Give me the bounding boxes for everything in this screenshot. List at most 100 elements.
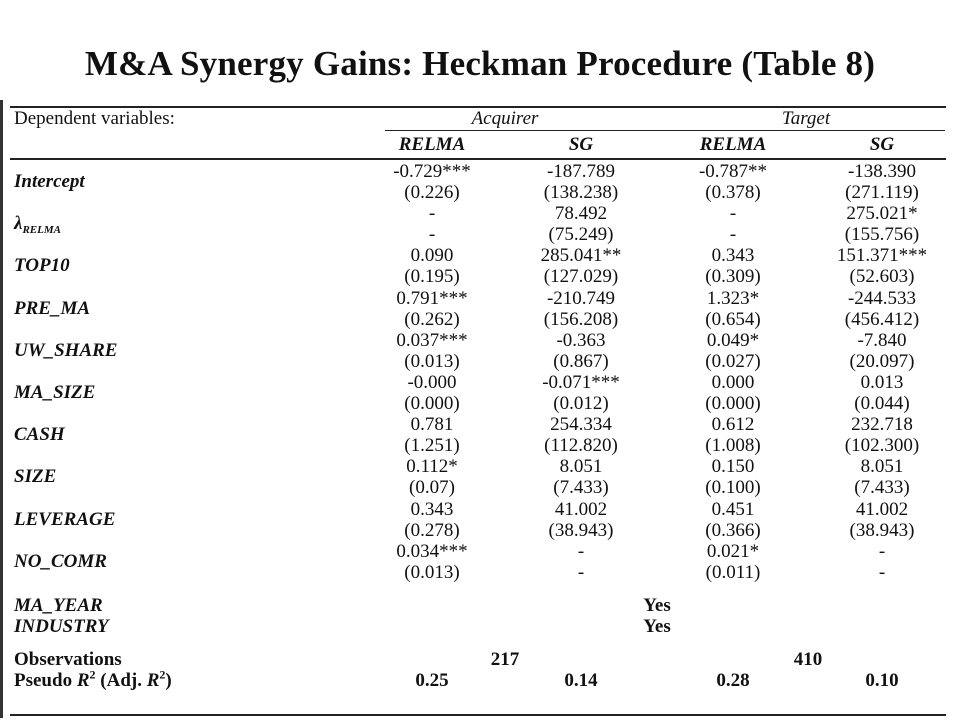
group-acquirer: Acquirer <box>471 108 539 129</box>
group-rule <box>385 130 945 131</box>
pseudo-r2-value: 0.14 <box>564 670 598 691</box>
row-label: SIZE <box>14 466 57 488</box>
label-part: R <box>146 670 160 691</box>
label-part: ) <box>165 670 172 691</box>
coefficient-cell: 0.037*** <box>396 329 468 351</box>
std-error-cell: (0.013) <box>404 350 460 372</box>
std-error-cell: (0.366) <box>705 519 761 541</box>
coefficient-cell: 0.013 <box>860 372 904 393</box>
std-error-cell: (0.195) <box>404 266 460 288</box>
control-label: MA_YEAR <box>14 595 103 616</box>
std-error-cell: (155.756) <box>844 224 920 246</box>
std-error-cell: (0.654) <box>705 308 761 330</box>
group-target: Target <box>781 108 831 129</box>
coefficient-cell: -7.840 <box>857 329 907 351</box>
std-error-cell: (0.027) <box>705 350 761 372</box>
left-border <box>0 100 3 718</box>
std-error-cell: (127.029) <box>543 266 619 288</box>
coefficient-cell: 0.451 <box>711 498 755 520</box>
coefficient-cell: 41.002 <box>554 498 608 520</box>
coefficient-cell: 8.051 <box>860 456 904 478</box>
col-tgt-sg: SG <box>869 134 895 155</box>
coefficient-cell: 254.334 <box>550 414 612 436</box>
std-error-cell: (112.820) <box>544 435 618 457</box>
std-error-cell: - <box>878 561 886 583</box>
coefficient-cell: 0.049* <box>706 329 760 351</box>
std-error-cell: (0.278) <box>404 519 460 541</box>
control-label: INDUSTRY <box>14 616 109 637</box>
std-error-cell: (75.249) <box>548 224 614 246</box>
coefficient-cell: -0.787** <box>698 161 768 182</box>
label-part: Pseudo <box>14 670 77 691</box>
coefficient-cell: -0.363 <box>556 329 606 351</box>
coefficient-cell: 0.090 <box>410 245 454 267</box>
row-label: NO_COMR <box>14 550 107 572</box>
pseudo-r2-value: 0.25 <box>415 670 449 691</box>
coefficient-cell: 0.791*** <box>396 287 468 309</box>
std-error-cell: (0.309) <box>705 266 761 288</box>
row-label: PRE_MA <box>14 297 91 319</box>
std-error-cell: - <box>428 224 436 246</box>
row-label: LEVERAGE <box>14 508 116 530</box>
row-label: UW_SHARE <box>14 339 118 361</box>
observations-acquirer: 217 <box>490 649 520 670</box>
coefficient-cell: 151.371*** <box>836 245 928 267</box>
coefficient-cell: -0.729*** <box>393 161 471 182</box>
std-error-cell: (1.251) <box>404 435 460 457</box>
coefficient-cell: 8.051 <box>559 456 603 478</box>
std-error-cell: (0.867) <box>553 350 609 372</box>
std-error-cell: (0.044) <box>854 393 910 414</box>
coefficient-cell: 1.323* <box>706 287 760 309</box>
control-value: Yes <box>643 595 671 616</box>
coefficient-cell: - <box>729 203 737 225</box>
std-error-cell: - <box>729 224 737 246</box>
coefficient-cell: -0.000 <box>407 372 457 393</box>
coefficient-cell: 285.041** <box>540 245 622 267</box>
coefficient-cell: 0.343 <box>410 498 454 520</box>
coefficient-cell: 0.112* <box>406 456 458 478</box>
row-label-subscript: RELMA <box>22 224 61 237</box>
std-error-cell: (0.100) <box>705 477 761 499</box>
std-error-cell: (0.000) <box>404 393 460 414</box>
coefficient-cell: 0.021* <box>706 540 760 562</box>
std-error-cell: (138.238) <box>543 182 619 203</box>
dependent-variables-label: Dependent variables: <box>14 108 175 129</box>
coefficient-cell: 0.343 <box>711 245 755 267</box>
std-error-cell: (1.008) <box>705 435 761 457</box>
std-error-cell: (38.943) <box>548 519 614 541</box>
std-error-cell: (0.000) <box>705 393 761 414</box>
std-error-cell: (7.433) <box>854 477 910 499</box>
label-part: R <box>76 670 90 691</box>
std-error-cell: (0.378) <box>705 182 761 203</box>
col-acq-sg: SG <box>568 134 594 155</box>
coefficient-cell: 78.492 <box>554 203 608 225</box>
std-error-cell: (156.208) <box>543 308 619 330</box>
coefficient-cell: -138.390 <box>847 161 917 182</box>
std-error-cell: (102.300) <box>844 435 920 457</box>
observations-target: 410 <box>793 649 823 670</box>
slide-title: M&A Synergy Gains: Heckman Procedure (Ta… <box>84 44 876 83</box>
coefficient-cell: -187.789 <box>546 161 616 182</box>
std-error-cell: (0.262) <box>404 308 460 330</box>
coefficient-cell: -244.533 <box>847 287 917 309</box>
coefficient-cell: -210.749 <box>546 287 616 309</box>
label-part: (Adj. <box>95 670 147 691</box>
pseudo-r2-value: 0.10 <box>865 670 899 691</box>
pseudo-r2-value: 0.28 <box>716 670 750 691</box>
header-rule <box>10 158 946 160</box>
std-error-cell: (0.013) <box>404 561 460 583</box>
top-rule <box>10 106 946 108</box>
coefficient-cell: - <box>428 203 436 225</box>
superscript: 2 <box>159 667 166 682</box>
coefficient-cell: - <box>878 540 886 562</box>
std-error-cell: (38.943) <box>849 519 915 541</box>
std-error-cell: (271.119) <box>845 182 919 203</box>
coefficient-cell: - <box>577 540 585 562</box>
observations-label: Observations <box>14 649 122 670</box>
col-acq-relma: RELMA <box>398 134 466 155</box>
std-error-cell: (20.097) <box>849 350 915 372</box>
std-error-cell: (0.012) <box>553 393 609 414</box>
coefficient-cell: 41.002 <box>855 498 909 520</box>
std-error-cell: (456.412) <box>844 308 920 330</box>
coefficient-cell: 232.718 <box>851 414 913 436</box>
